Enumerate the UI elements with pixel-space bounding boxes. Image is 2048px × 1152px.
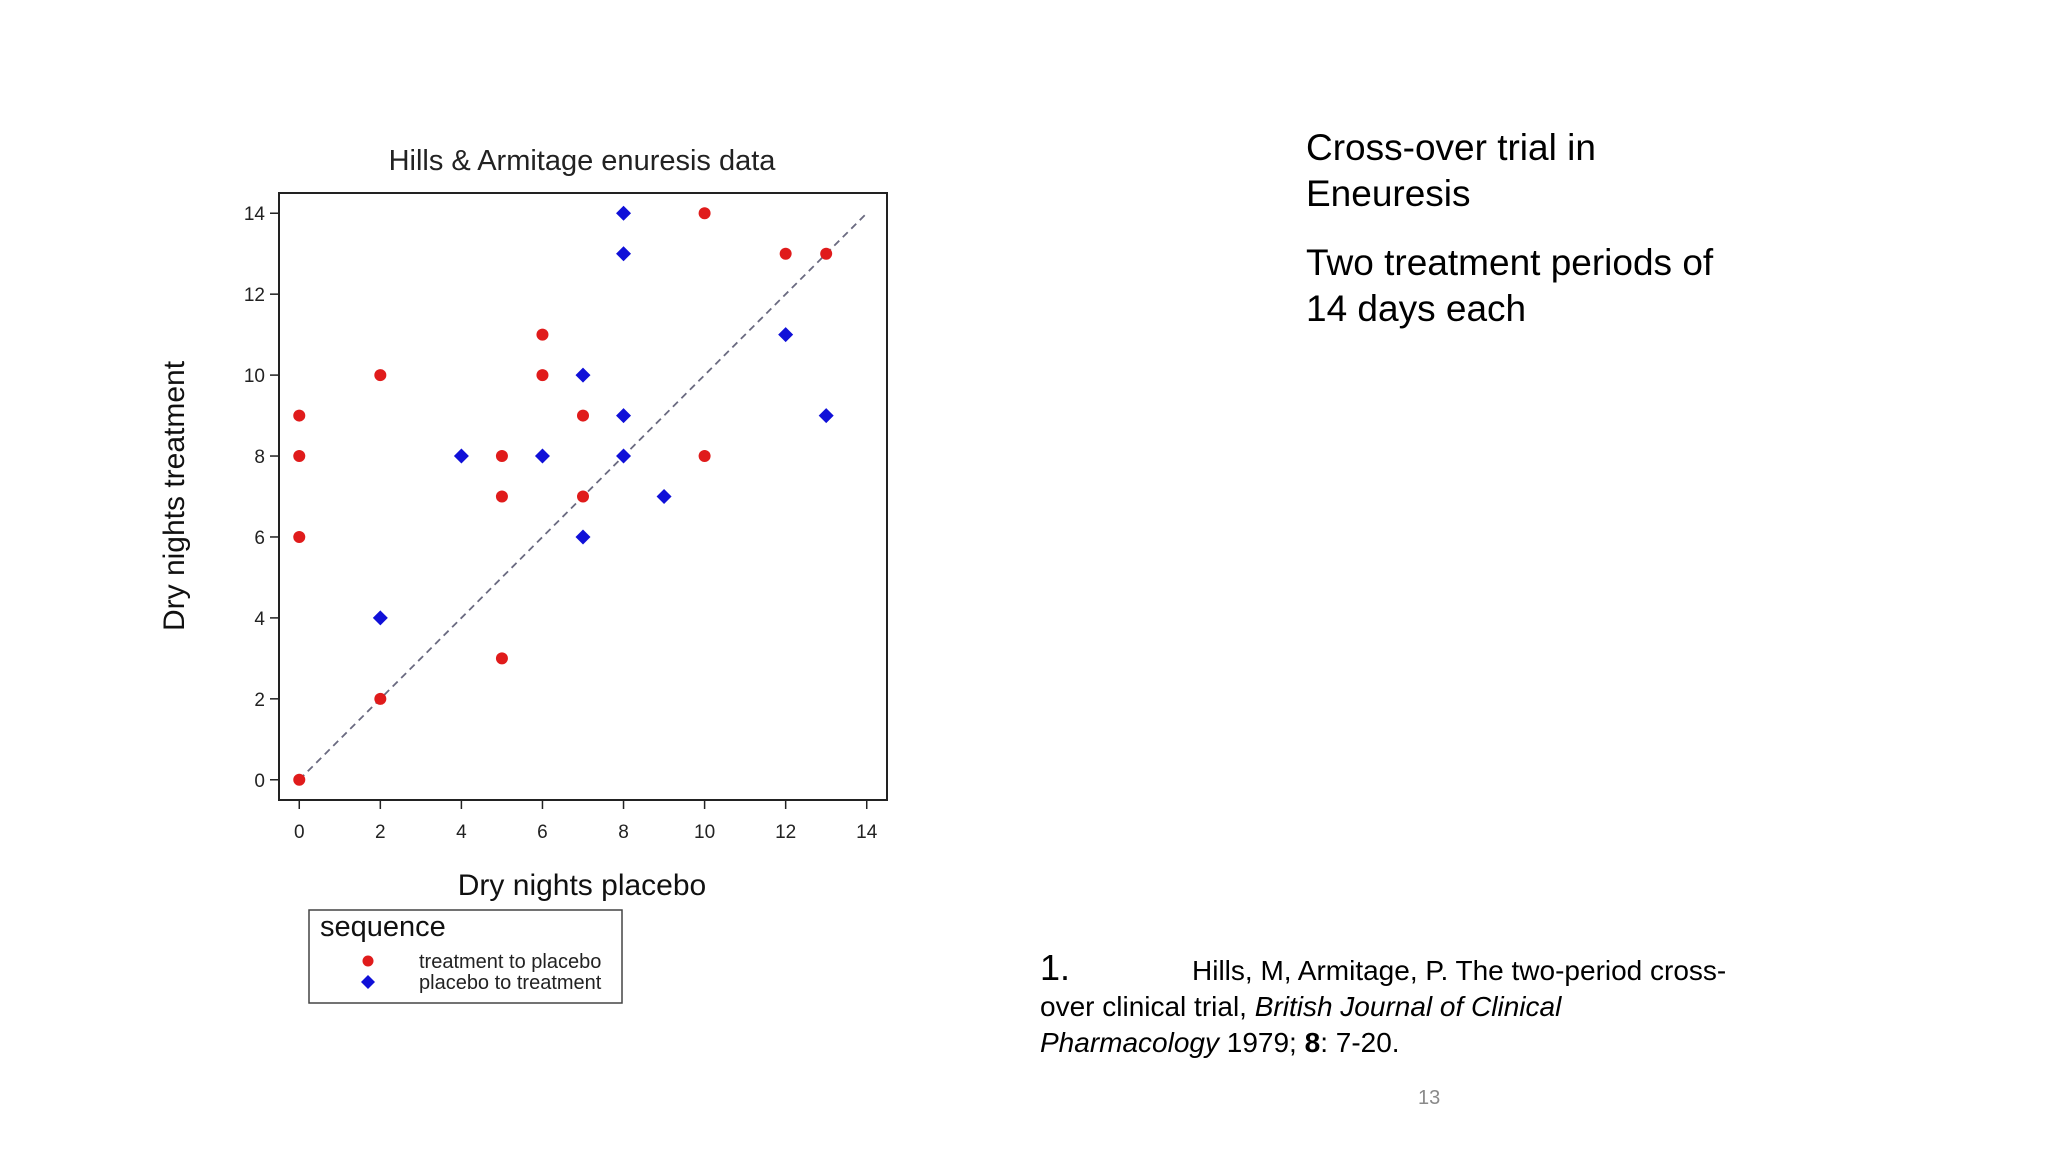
circle-point — [495, 490, 508, 503]
y-tick-label: 14 — [244, 204, 266, 225]
circle-point — [374, 692, 387, 705]
diamond-point — [575, 367, 591, 383]
reference-authors: Hills, M, Armitage, P. The two-period cr… — [1040, 955, 1727, 1022]
circle-point — [536, 369, 549, 382]
reference-citation: 1. Hills, M, Armitage, P. The two-period … — [1040, 950, 1740, 1061]
legend-title: sequence — [320, 911, 446, 943]
series-placebo-to-treatment — [372, 205, 834, 626]
circle-point — [495, 450, 508, 463]
y-tick-label: 12 — [244, 285, 265, 306]
y-tick-label: 4 — [254, 609, 265, 630]
reference-number: 1. — [1040, 947, 1071, 988]
x-tick-label: 0 — [294, 822, 305, 843]
diamond-point — [453, 448, 469, 464]
diamond-point — [372, 610, 388, 626]
diamond-point — [616, 448, 632, 464]
circle-point — [293, 773, 306, 786]
legend-label: placebo to treatment — [419, 972, 602, 994]
circle-point — [698, 450, 711, 463]
diamond-point — [616, 408, 632, 424]
data-points — [293, 205, 834, 786]
diamond-point — [656, 489, 672, 504]
legend-marker-circle — [362, 955, 374, 967]
circle-point — [374, 369, 387, 382]
reference-journal: British Journal of Clinical Pharmacology — [1040, 991, 1562, 1058]
circle-point — [577, 409, 589, 422]
x-tick-label: 12 — [775, 822, 796, 843]
reference-volume: 8 — [1304, 1027, 1321, 1058]
reference-pages: : 7-20. — [1320, 1027, 1400, 1058]
y-axis: 0 2 4 6 8 10 12 14 — [244, 204, 279, 792]
circle-point — [495, 652, 508, 665]
circle-point — [779, 247, 792, 260]
chart-title: Hills & Armitage enuresis data — [389, 145, 777, 177]
x-tick-label: 8 — [618, 822, 629, 843]
x-tick-label: 14 — [856, 822, 878, 843]
circle-point — [293, 530, 306, 543]
x-axis: 0 2 4 6 8 10 12 14 — [294, 800, 878, 843]
legend-box — [308, 909, 623, 1004]
x-axis-title: Dry nights placebo — [458, 869, 706, 902]
y-tick-label: 0 — [254, 771, 265, 792]
y-tick-label: 10 — [244, 366, 265, 387]
x-tick-label: 6 — [537, 822, 548, 843]
circle-point — [577, 490, 589, 503]
y-tick-label: 2 — [254, 690, 265, 711]
circle-point — [698, 207, 711, 220]
slide-heading-periods: Two treatment periods of 14 days each — [1306, 242, 1714, 329]
circle-point — [820, 247, 833, 260]
series-treatment-to-placebo — [293, 207, 833, 786]
y-tick-label: 6 — [254, 528, 265, 549]
diamond-point — [534, 448, 550, 464]
y-tick-label: 8 — [254, 447, 265, 468]
page-number: 13 — [1418, 1087, 1441, 1109]
x-tick-label: 4 — [456, 822, 467, 843]
diamond-point — [616, 246, 632, 262]
circle-point — [293, 450, 306, 463]
diamond-point — [575, 529, 591, 545]
legend-label: treatment to placebo — [419, 951, 601, 973]
reference-year: 1979; — [1218, 1027, 1305, 1058]
x-tick-label: 10 — [694, 822, 715, 843]
slide-heading-trial: Cross-over trial in Eneuresis — [1306, 127, 1596, 214]
diamond-point — [616, 205, 632, 221]
diamond-point — [818, 408, 834, 424]
diamond-point — [778, 327, 794, 343]
y-axis-title: Dry nights treatment — [158, 360, 191, 631]
circle-point — [536, 328, 549, 341]
legend-marker-diamond — [361, 975, 375, 989]
circle-point — [293, 409, 306, 422]
x-tick-label: 2 — [375, 822, 386, 843]
